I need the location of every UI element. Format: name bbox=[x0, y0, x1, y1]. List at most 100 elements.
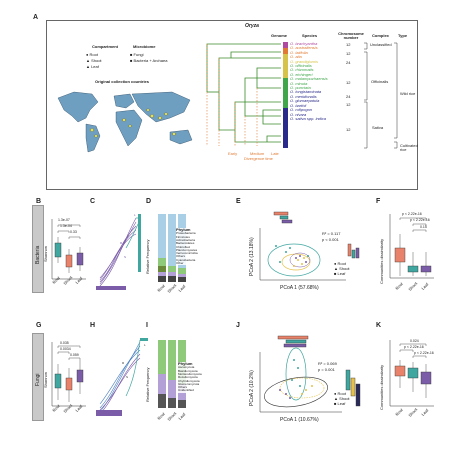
panel-j-letter: J bbox=[236, 322, 240, 329]
continent-south-america bbox=[85, 123, 101, 153]
i-legend-item: Basidiomycota bbox=[178, 368, 198, 373]
panel-g-boxplot bbox=[51, 342, 86, 407]
d-legend-item: Other bbox=[176, 261, 184, 266]
chromosome-number: 12 bbox=[346, 51, 351, 56]
k-sig-1: 0.024 bbox=[410, 339, 419, 343]
f-sig-1: p < 2.22e-16 bbox=[402, 212, 422, 216]
d-bar-shoot bbox=[168, 214, 176, 282]
d-ylabel: Relative Frequency bbox=[145, 239, 150, 274]
d-legend-item: Actinobacteria bbox=[176, 238, 196, 242]
d-legend-item: Proteobacteria bbox=[176, 231, 196, 236]
svg-text:L: L bbox=[144, 343, 146, 347]
j-r2: R² = 0.069 bbox=[318, 361, 337, 366]
complex-sativa: Sativa bbox=[372, 125, 384, 130]
species-item: O. latifolia bbox=[290, 49, 308, 55]
e-ylabel: PCoA 2 (13.18%) bbox=[249, 237, 255, 276]
chromosome-number: 12 bbox=[346, 102, 351, 107]
continent-asia bbox=[131, 91, 191, 123]
panel-a-letter: A bbox=[33, 14, 39, 21]
d-bar-root bbox=[158, 214, 166, 282]
panel-e-pcoa bbox=[259, 211, 360, 281]
d-legend: Phylum Proteobacteria Firmicutes Actinob… bbox=[176, 227, 222, 266]
b-ylabel: Shannon bbox=[43, 245, 48, 262]
panel-b-letter: B bbox=[36, 198, 42, 205]
chromosome-number: 24 bbox=[346, 94, 351, 99]
svg-text:R: R bbox=[120, 241, 123, 245]
d-legend-item: Chloroflexi bbox=[176, 244, 191, 249]
d-legend-item: Firmicutes bbox=[176, 234, 190, 239]
species-item: O. longistaminata bbox=[290, 89, 322, 95]
species-item: O. australiensis bbox=[290, 45, 318, 51]
species-item: O. grandiglumis bbox=[290, 58, 319, 64]
i-legend-title: Phylum bbox=[178, 361, 193, 366]
species-item: O. alta bbox=[290, 54, 302, 60]
f-sig-3: 0.15 bbox=[420, 225, 427, 229]
world-map bbox=[57, 91, 193, 153]
chromosome-number: 12 bbox=[346, 80, 351, 85]
d-x-leaf: Leaf bbox=[177, 283, 187, 293]
k-sig-3: p < 2.22e-16 bbox=[414, 351, 434, 355]
e-xlabel: PCoA 1 (57.68%) bbox=[280, 285, 319, 291]
compartment-legend-title: Compartment bbox=[92, 44, 119, 49]
continent-oceania bbox=[169, 129, 193, 145]
e-legend-root: ● Root bbox=[334, 261, 346, 266]
panel-f-boxplot bbox=[389, 214, 434, 279]
species-list: O. brachyantha O. australiensis O. latif… bbox=[290, 41, 334, 121]
panel-d-letter: D bbox=[146, 198, 152, 205]
species-item: O. minuta bbox=[290, 80, 308, 86]
divergence-medium: Medium bbox=[250, 151, 265, 156]
panel-b-boxplot bbox=[51, 219, 86, 280]
i-bar-root bbox=[158, 340, 166, 408]
species-item: O. meridionalis bbox=[290, 93, 317, 99]
d-legend-title: Phylum bbox=[176, 227, 191, 232]
g-sig-1: 0.035 bbox=[60, 341, 69, 345]
complex-brackets bbox=[364, 42, 398, 149]
d-legend-item: Verrucomicrobia bbox=[176, 251, 198, 256]
divergence-late: Late bbox=[271, 151, 279, 156]
j-ylabel: PCoA 2 (10.2%) bbox=[249, 370, 255, 406]
j-p: p = 0.001 bbox=[318, 367, 335, 372]
f-sig-2: p < 2.22e-16 bbox=[410, 218, 430, 222]
species-item: O. sativa spp. indica bbox=[290, 115, 327, 121]
svg-text:L: L bbox=[134, 213, 136, 217]
panel-a-frame bbox=[46, 20, 418, 190]
i-bar-shoot bbox=[168, 340, 176, 408]
species-item: O. malampuzhaensis bbox=[290, 76, 328, 82]
divergence-title: Divergence time bbox=[244, 156, 273, 161]
b-sig-3: 0.33 bbox=[70, 230, 77, 234]
panel-e-letter: E bbox=[236, 198, 241, 205]
d-legend-item: Planctomycetes bbox=[176, 247, 198, 252]
d-x-root: Root bbox=[156, 283, 166, 293]
type-wild-rice: Wild rice bbox=[400, 91, 416, 96]
legend-leaf: ▲ Leaf bbox=[86, 64, 99, 69]
legend-shoot: ▲ Shoot bbox=[86, 58, 102, 63]
continent-europe bbox=[113, 93, 135, 109]
j-right-boxplots bbox=[345, 369, 361, 407]
g-ylabel: Shannon bbox=[43, 371, 48, 388]
j-legend-shoot: ▲ Shoot bbox=[334, 396, 350, 401]
continent-north-america bbox=[57, 91, 99, 123]
svg-text:S: S bbox=[126, 375, 128, 379]
legend-root: ● Root bbox=[86, 52, 98, 57]
header-type: Type bbox=[398, 33, 408, 38]
chromosome-number: 12 bbox=[346, 42, 351, 47]
panel-i-letter: I bbox=[146, 322, 148, 329]
i-ylabel: Relative Frequency bbox=[145, 367, 150, 402]
i-legend: Phylum Ascomycota Basidiomycota Mortiere… bbox=[178, 361, 222, 393]
divergence-early: Early bbox=[228, 151, 238, 156]
panel-h-letter: H bbox=[90, 322, 96, 329]
d-legend-item: Others bbox=[176, 254, 186, 259]
legend-fungi: ■ Fungi bbox=[130, 52, 144, 57]
species-item: O. rufipogon bbox=[290, 107, 313, 113]
continent-africa bbox=[115, 109, 143, 147]
panel-j-pcoa bbox=[259, 335, 361, 413]
i-legend-item: Rozellomycota bbox=[178, 375, 198, 380]
species-item: O. glumaepatula bbox=[290, 98, 320, 104]
j-xlabel: PCoA 1 (10.67%) bbox=[280, 417, 319, 423]
genome-strip bbox=[283, 42, 288, 148]
i-legend-item: Glomeromycota bbox=[178, 381, 200, 386]
i-legend-item: Unidentified bbox=[178, 388, 194, 393]
map-title: Original collection countries bbox=[95, 79, 150, 84]
species-item: O. officinalis bbox=[290, 63, 312, 69]
species-item: O. barthii bbox=[290, 102, 307, 108]
